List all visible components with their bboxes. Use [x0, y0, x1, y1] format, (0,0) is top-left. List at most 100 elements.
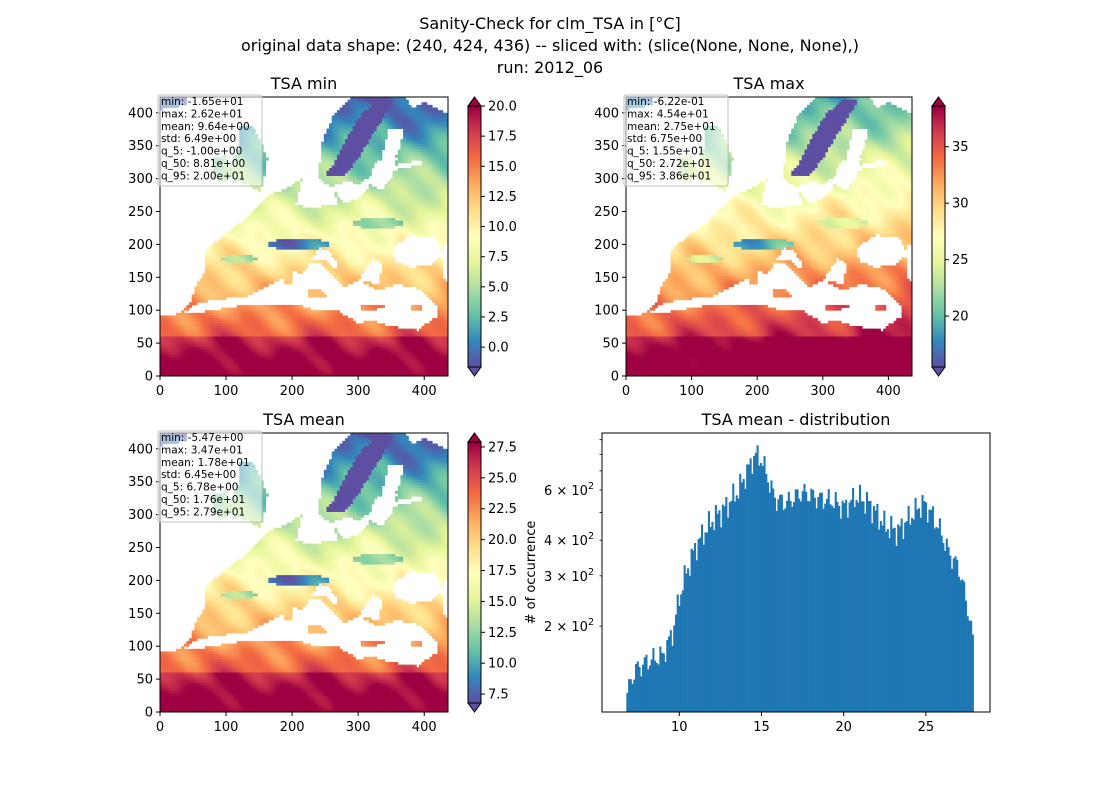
heatmap-cell	[337, 270, 341, 274]
heatmap-cell	[212, 310, 216, 314]
heatmap-cell	[421, 220, 425, 224]
heatmap-cell	[384, 225, 388, 230]
heatmap-cell	[442, 139, 446, 143]
heatmap-cell	[371, 223, 375, 227]
heatmap-cell	[337, 154, 341, 158]
heatmap-cell	[366, 102, 370, 106]
heatmap-cell	[286, 215, 290, 219]
heatmap-cell	[263, 236, 267, 240]
heatmap-cell	[363, 149, 367, 153]
heatmap-cell	[315, 236, 319, 240]
heatmap-cell	[400, 191, 404, 195]
heatmap-cell	[442, 239, 446, 243]
heatmap-cell	[339, 215, 343, 219]
heatmap-cell	[260, 281, 264, 285]
heatmap-cell	[273, 310, 277, 314]
heatmap-cell	[278, 325, 282, 330]
heatmap-cell	[265, 325, 269, 330]
heatmap-cell	[329, 212, 333, 216]
heatmap-cell	[360, 304, 364, 309]
heatmap-cell	[339, 170, 343, 174]
heatmap-cell	[405, 268, 409, 272]
heatmap-cell	[442, 228, 446, 232]
heatmap-cell	[371, 107, 375, 111]
heatmap-cell	[424, 212, 428, 216]
heatmap-cell	[231, 286, 235, 290]
heatmap-cell	[297, 215, 301, 219]
heatmap-cell	[379, 278, 383, 282]
heatmap-cell	[437, 120, 441, 124]
heatmap-cell	[331, 323, 335, 327]
heatmap-cell	[352, 262, 356, 266]
heatmap-cell	[292, 312, 296, 316]
heatmap-cell	[379, 249, 383, 253]
heatmap-cell	[305, 218, 309, 222]
heatmap-cell	[162, 323, 166, 327]
heatmap-cell	[252, 260, 256, 264]
heatmap-cell	[334, 241, 338, 245]
heatmap-cell	[387, 110, 391, 114]
heatmap-cell	[426, 207, 430, 211]
heatmap-cell	[445, 157, 449, 161]
heatmap-cell	[437, 310, 441, 314]
heatmap-cell	[210, 325, 214, 330]
heatmap-cell	[368, 115, 372, 119]
heatmap-cell	[358, 168, 362, 172]
heatmap-cell	[418, 233, 423, 237]
heatmap-cell	[352, 152, 356, 156]
heatmap-cell	[437, 133, 441, 137]
heatmap-cell	[411, 191, 415, 195]
heatmap-cell	[210, 323, 214, 327]
heatmap-cell	[445, 210, 449, 214]
heatmap-cell	[241, 241, 245, 245]
heatmap-cell	[426, 223, 430, 227]
heatmap-cell	[244, 220, 248, 224]
heatmap-cell	[400, 110, 404, 114]
heatmap-cell	[392, 118, 396, 122]
heatmap-cell	[418, 215, 423, 219]
heatmap-cell	[339, 131, 343, 135]
heatmap-cell	[313, 233, 317, 237]
heatmap-cell	[210, 265, 214, 269]
heatmap-cell	[376, 323, 380, 327]
heatmap-cell	[249, 315, 253, 319]
heatmap-cell	[358, 181, 362, 185]
heatmap-cell	[281, 202, 285, 206]
heatmap-cell	[379, 191, 383, 195]
heatmap-cell	[289, 215, 293, 219]
heatmap-cell	[405, 178, 409, 182]
heatmap-cell	[440, 312, 444, 316]
heatmap-cell	[323, 139, 327, 143]
heatmap-cell	[358, 233, 362, 237]
heatmap-cell	[432, 154, 436, 158]
heatmap-cell	[313, 318, 317, 322]
heatmap-cell	[289, 260, 293, 264]
heatmap-cell	[360, 241, 364, 245]
heatmap-cell	[368, 139, 372, 143]
heatmap-cell	[342, 152, 346, 156]
heatmap-cell	[405, 181, 409, 185]
heatmap-cell	[403, 120, 407, 124]
heatmap-cell	[212, 275, 216, 280]
heatmap-cell	[392, 102, 396, 106]
heatmap-cell	[355, 260, 359, 264]
heatmap-cell	[210, 318, 214, 322]
heatmap-cell	[358, 262, 362, 266]
heatmap-cell	[413, 118, 417, 122]
heatmap-cell	[352, 215, 356, 219]
heatmap-cell	[350, 318, 354, 322]
heatmap-cell	[255, 218, 259, 222]
heatmap-cell	[397, 186, 401, 190]
heatmap-cell	[247, 225, 251, 230]
heatmap-cell	[244, 315, 248, 319]
heatmap-cell	[281, 260, 285, 264]
heatmap-cell	[337, 268, 341, 272]
heatmap-cell	[268, 315, 272, 319]
heatmap-cell	[416, 147, 420, 151]
heatmap-cell	[344, 115, 349, 119]
heatmap-cell	[405, 183, 409, 187]
heatmap-cell	[445, 170, 449, 174]
heatmap-cell	[374, 254, 378, 258]
heatmap-cell	[321, 233, 325, 237]
heatmap-cell	[358, 236, 362, 240]
